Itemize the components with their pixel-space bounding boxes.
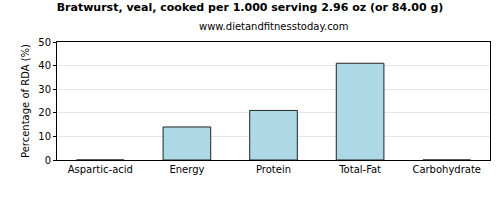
- svg-text:Percentage of RDA (%): Percentage of RDA (%): [20, 44, 31, 158]
- svg-text:10: 10: [38, 131, 51, 142]
- svg-text:Energy: Energy: [169, 164, 204, 175]
- svg-text:50: 50: [38, 37, 51, 48]
- svg-text:20: 20: [38, 107, 51, 118]
- svg-text:Aspartic-acid: Aspartic-acid: [68, 164, 133, 175]
- svg-text:www.dietandfitnesstoday.com: www.dietandfitnesstoday.com: [199, 21, 348, 32]
- svg-text:Bratwurst, veal, cooked per 1.: Bratwurst, veal, cooked per 1.000 servin…: [57, 1, 444, 14]
- svg-text:0: 0: [45, 155, 51, 166]
- svg-text:30: 30: [38, 84, 51, 95]
- svg-text:Carbohydrate: Carbohydrate: [412, 164, 481, 175]
- svg-text:40: 40: [38, 60, 51, 71]
- svg-text:Protein: Protein: [256, 164, 291, 175]
- svg-text:Total-Fat: Total-Fat: [338, 164, 381, 175]
